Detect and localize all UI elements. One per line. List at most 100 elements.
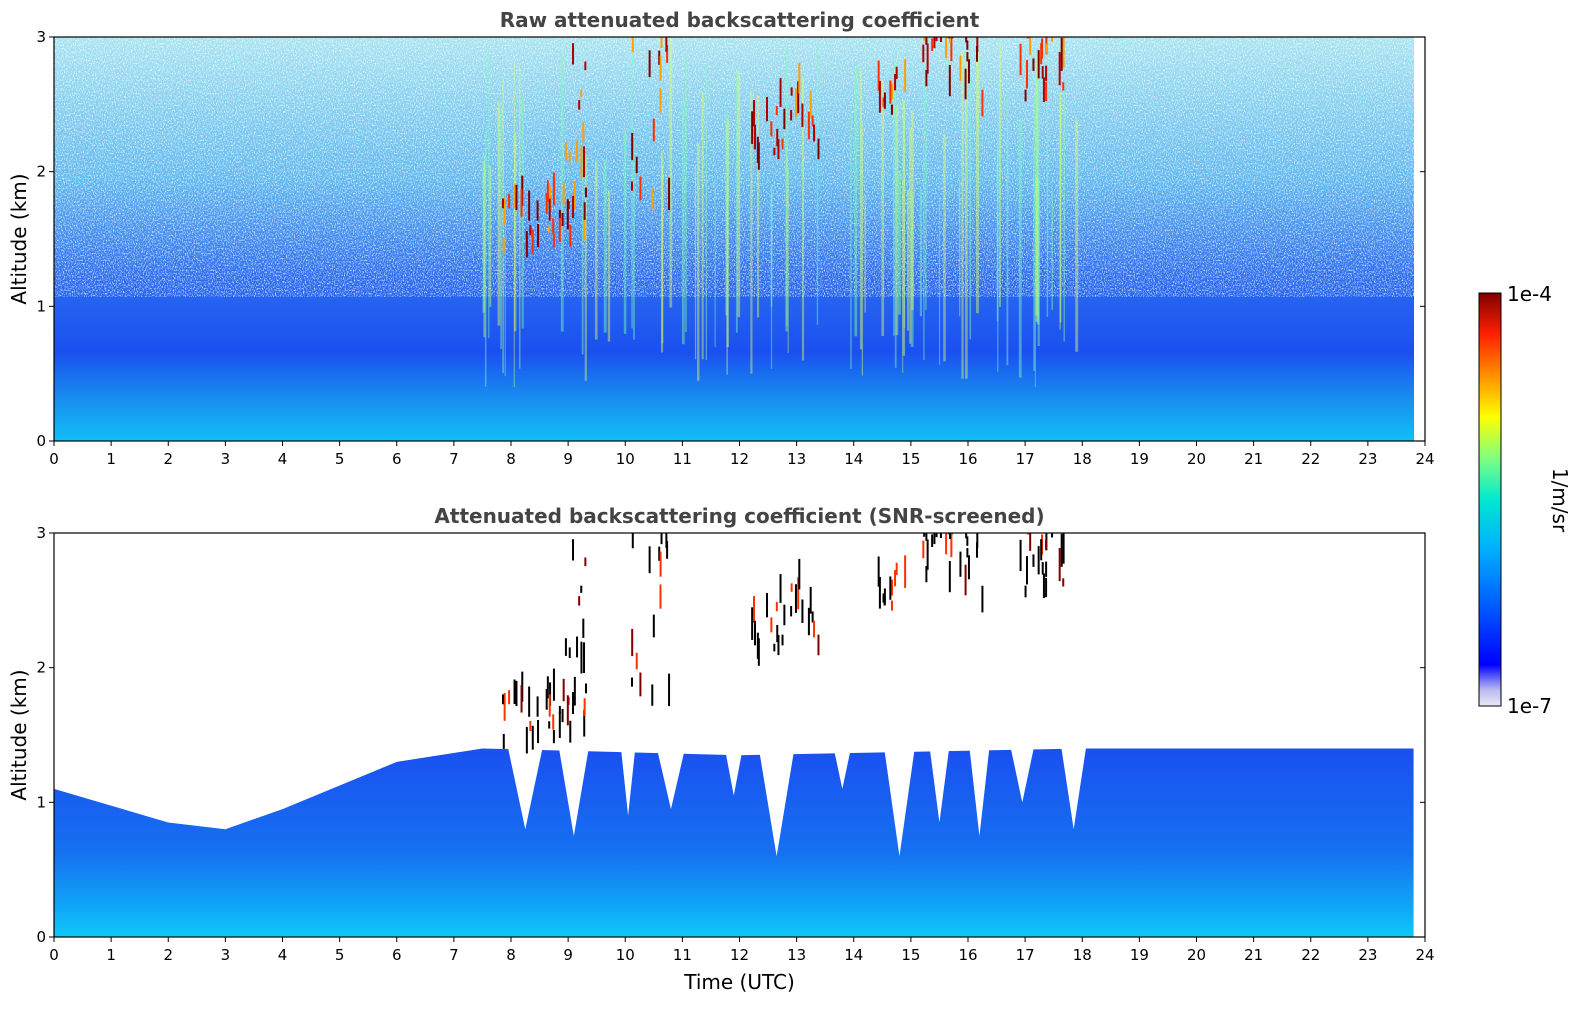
cloud-mark: [1032, 554, 1035, 567]
streak: [631, 56, 633, 329]
streak: [861, 124, 864, 376]
x-tick-label: 20: [1187, 946, 1206, 964]
cloud-mark: [566, 695, 569, 726]
cloud-mark: [568, 151, 571, 162]
cloud-mark: [883, 588, 886, 605]
cloud-mark: [923, 533, 926, 537]
cloud-mark: [1025, 60, 1028, 89]
x-tick-label: 7: [449, 450, 459, 468]
x-tick-label: 22: [1301, 946, 1320, 964]
cloud-mark: [1042, 77, 1045, 103]
streak: [1051, 189, 1053, 310]
cloud-mark: [531, 229, 534, 254]
cloud-mark: [529, 224, 532, 236]
cloud-mark: [1027, 533, 1030, 535]
cloud-mark: [777, 138, 780, 160]
cloud-mark: [931, 534, 934, 547]
cloud-mark: [765, 592, 768, 618]
cloud-mark: [549, 682, 552, 706]
cloud-mark: [1062, 533, 1065, 564]
cloud-mark: [765, 96, 768, 122]
streak: [737, 70, 741, 318]
screened-gap: [830, 735, 854, 789]
cloud-mark: [779, 78, 782, 107]
streak: [894, 56, 897, 368]
cloud-mark: [817, 138, 820, 160]
cloud-mark: [552, 668, 555, 701]
cloud-mark: [502, 694, 505, 705]
x-tick-label: 15: [901, 946, 920, 964]
cloud-mark: [576, 140, 579, 162]
panel1-y-ticks: 0 1 2 3: [36, 28, 1425, 450]
cloud-mark: [890, 83, 893, 100]
cloud-mark: [648, 546, 651, 574]
cloud-mark: [631, 677, 634, 687]
colorbar-gradient: [1478, 292, 1502, 707]
y-tick-label: 2: [36, 163, 46, 181]
cloud-mark: [923, 37, 926, 41]
cloud-mark: [1045, 43, 1048, 54]
cloud-mark: [966, 548, 969, 558]
screened-gap: [882, 735, 917, 857]
streak: [1035, 54, 1039, 316]
cloud-mark: [1045, 577, 1048, 598]
streak: [661, 165, 664, 344]
cloud-mark: [783, 604, 786, 626]
cloud-mark: [1040, 539, 1043, 561]
streak: [726, 118, 730, 347]
x-tick-label: 9: [563, 946, 573, 964]
streak: [898, 170, 901, 315]
cloud-mark: [580, 145, 583, 178]
cloud-mark: [536, 200, 539, 221]
cloud-mark: [883, 92, 886, 109]
streak: [1063, 88, 1065, 342]
cloud-mark: [752, 100, 755, 126]
cloud-mark: [1029, 533, 1032, 551]
cloud-mark: [659, 55, 662, 81]
cloud-mark: [631, 181, 634, 191]
cloud-mark: [503, 693, 506, 721]
cloud-mark: [965, 533, 968, 539]
cloud-mark: [668, 177, 671, 211]
panel1-cloud-patches: [502, 37, 1065, 258]
cloud-mark: [809, 90, 812, 118]
cloud-mark: [1029, 37, 1032, 55]
cloud-mark: [660, 37, 663, 49]
cloud-mark: [548, 721, 551, 729]
panel1-streaks: [482, 37, 1079, 388]
cloud-mark: [561, 708, 564, 723]
x-tick-label: 6: [392, 450, 402, 468]
cloud-mark: [751, 119, 754, 127]
cloud-mark: [878, 80, 881, 113]
x-tick-label: 1: [106, 946, 116, 964]
streak: [996, 147, 999, 322]
streak: [903, 102, 905, 328]
cloud-mark: [882, 593, 885, 603]
cloud-mark: [572, 539, 575, 561]
cloud-mark: [753, 620, 756, 646]
y-tick-label: 2: [36, 659, 46, 677]
cloud-mark: [635, 156, 638, 174]
cloud-mark: [528, 190, 531, 221]
streak: [976, 51, 979, 314]
cloud-mark: [583, 146, 586, 178]
cloud-mark: [948, 37, 951, 39]
cloud-mark: [889, 80, 892, 104]
colorbar: 1e-4 1e-7 1/m/sr: [1478, 282, 1572, 718]
cloud-mark: [894, 570, 897, 587]
cloud-mark: [976, 46, 979, 62]
streak: [770, 186, 773, 307]
screened-gap: [968, 735, 991, 836]
panel1-heatmap: [54, 37, 1414, 441]
x-tick-label: 21: [1244, 450, 1263, 468]
cloud-mark: [757, 142, 760, 170]
cloud-mark: [552, 729, 555, 744]
cloud-mark: [503, 197, 506, 225]
streak: [864, 195, 866, 313]
cloud-mark: [889, 576, 892, 600]
cloud-mark: [779, 574, 782, 603]
cloud-mark: [1060, 37, 1063, 71]
cloud-mark: [790, 606, 793, 617]
streak: [770, 189, 773, 369]
cloud-mark: [558, 209, 561, 218]
